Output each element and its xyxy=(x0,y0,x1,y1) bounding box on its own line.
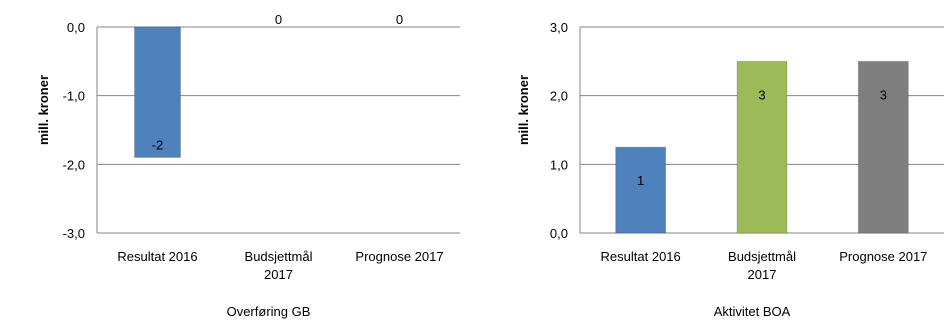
y-tick-label: -3,0 xyxy=(63,226,85,241)
y-axis-label: mill. kroner xyxy=(516,75,531,145)
x-axis-label: Overføring GB xyxy=(227,304,311,319)
y-axis-label: mill. kroner xyxy=(36,75,51,145)
y-tick-label: 2,0 xyxy=(550,89,568,104)
x-tick-labels: Resultat 2016 Budsjettmål 2017 Prognose 201… xyxy=(601,249,928,282)
x-tick-label: Budsjettmål 2017 xyxy=(245,249,313,282)
x-tick-labels: Resultat 2016 Budsjettmål 2017 Prognose 201… xyxy=(117,249,443,282)
x-tick-label: Resultat 2016 xyxy=(117,249,197,264)
y-tick-label: -2,0 xyxy=(63,157,85,172)
x-tick-label: Resultat 2016 xyxy=(601,249,681,264)
chart-overforing-gb: 0,0 -1,0 -2,0 -3,0 Resultat 2016 Budsjettmål… xyxy=(36,12,460,319)
data-label: 0 xyxy=(275,12,282,27)
x-tick-label: Prognose 2017 xyxy=(839,249,927,264)
y-tick-label: 0,0 xyxy=(67,20,85,35)
y-tick-label: 3,0 xyxy=(550,20,568,35)
y-tick-labels: 0,0 -1,0 -2,0 -3,0 xyxy=(63,20,85,241)
data-label: 0 xyxy=(396,12,403,27)
x-tick-label: Budsjettmål 2017 xyxy=(728,249,796,282)
bar xyxy=(736,60,788,234)
x-tick-label: Prognose 2017 xyxy=(355,249,443,264)
y-tick-label: 0,0 xyxy=(550,226,568,241)
data-label: -2 xyxy=(152,137,164,152)
y-tick-label: -1,0 xyxy=(63,89,85,104)
x-axis-label: Aktivitet BOA xyxy=(714,304,791,319)
data-label: 3 xyxy=(758,87,765,102)
bar xyxy=(857,60,909,234)
data-label: 3 xyxy=(880,87,887,102)
y-tick-labels: 3,0 2,0 1,0 0,0 xyxy=(550,20,568,241)
bar xyxy=(134,26,181,158)
data-label: 1 xyxy=(637,173,644,188)
y-tick-label: 1,0 xyxy=(550,157,568,172)
chart-aktivitet-boa: 3,0 2,0 1,0 0,0 Resultat 2016 Budsjettmål 201… xyxy=(516,20,944,319)
data-labels: -2 0 0 xyxy=(152,12,403,152)
bars xyxy=(134,26,181,158)
bars xyxy=(615,60,909,234)
bar xyxy=(615,146,667,234)
data-labels: 1 3 3 xyxy=(637,87,887,188)
